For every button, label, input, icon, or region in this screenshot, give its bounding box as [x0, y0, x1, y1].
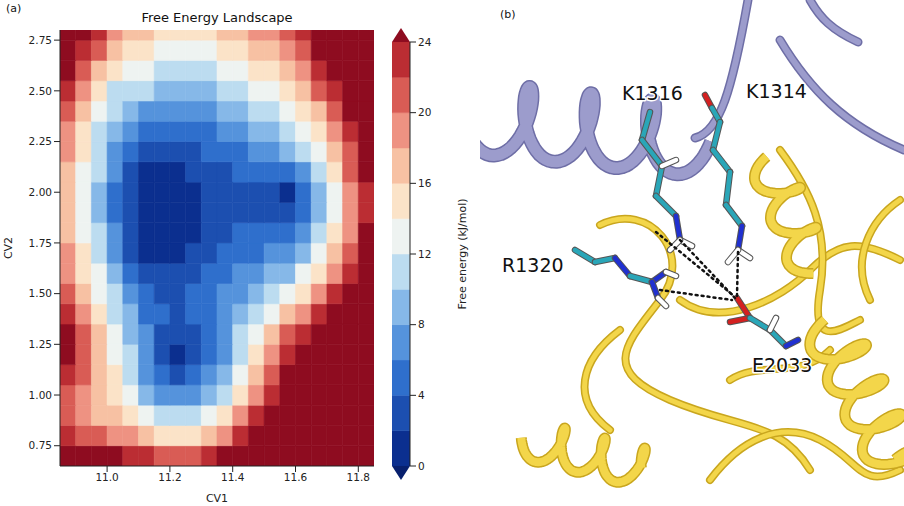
svg-text:1.75: 1.75 — [29, 237, 52, 249]
svg-text:0: 0 — [418, 460, 425, 472]
svg-text:11.6: 11.6 — [284, 471, 308, 483]
svg-text:11.0: 11.0 — [95, 471, 118, 483]
svg-text:K1316: K1316 — [622, 82, 683, 104]
svg-text:(b): (b) — [500, 8, 516, 21]
svg-text:8: 8 — [418, 318, 425, 330]
svg-text:1.50: 1.50 — [29, 287, 52, 299]
svg-text:12: 12 — [418, 248, 431, 260]
svg-text:1.25: 1.25 — [29, 338, 52, 350]
svg-text:11.8: 11.8 — [347, 471, 370, 483]
svg-text:2.50: 2.50 — [29, 85, 52, 97]
svg-text:R1320: R1320 — [502, 254, 564, 276]
svg-text:1.00: 1.00 — [29, 389, 52, 401]
svg-text:20: 20 — [418, 106, 431, 118]
svg-text:2.75: 2.75 — [29, 34, 52, 46]
svg-text:16: 16 — [418, 177, 432, 189]
svg-text:K1314: K1314 — [746, 80, 807, 102]
svg-text:4: 4 — [418, 389, 425, 401]
svg-text:CV2: CV2 — [2, 237, 15, 259]
svg-text:2.25: 2.25 — [29, 135, 52, 147]
svg-text:CV1: CV1 — [206, 492, 228, 505]
html-text:(a): (a) — [6, 2, 22, 15]
svg-text:2.00: 2.00 — [29, 186, 52, 198]
svg-text:24: 24 — [418, 36, 432, 48]
svg-text:0.75: 0.75 — [29, 439, 52, 451]
svg-text:11.2: 11.2 — [158, 471, 181, 483]
svg-text:11.4: 11.4 — [221, 471, 245, 483]
html-text:Free Energy Landscape: Free Energy Landscape — [141, 10, 293, 25]
svg-text:E2033: E2033 — [752, 354, 812, 376]
svg-text:Free energy (kJ/mol): Free energy (kJ/mol) — [456, 198, 469, 309]
